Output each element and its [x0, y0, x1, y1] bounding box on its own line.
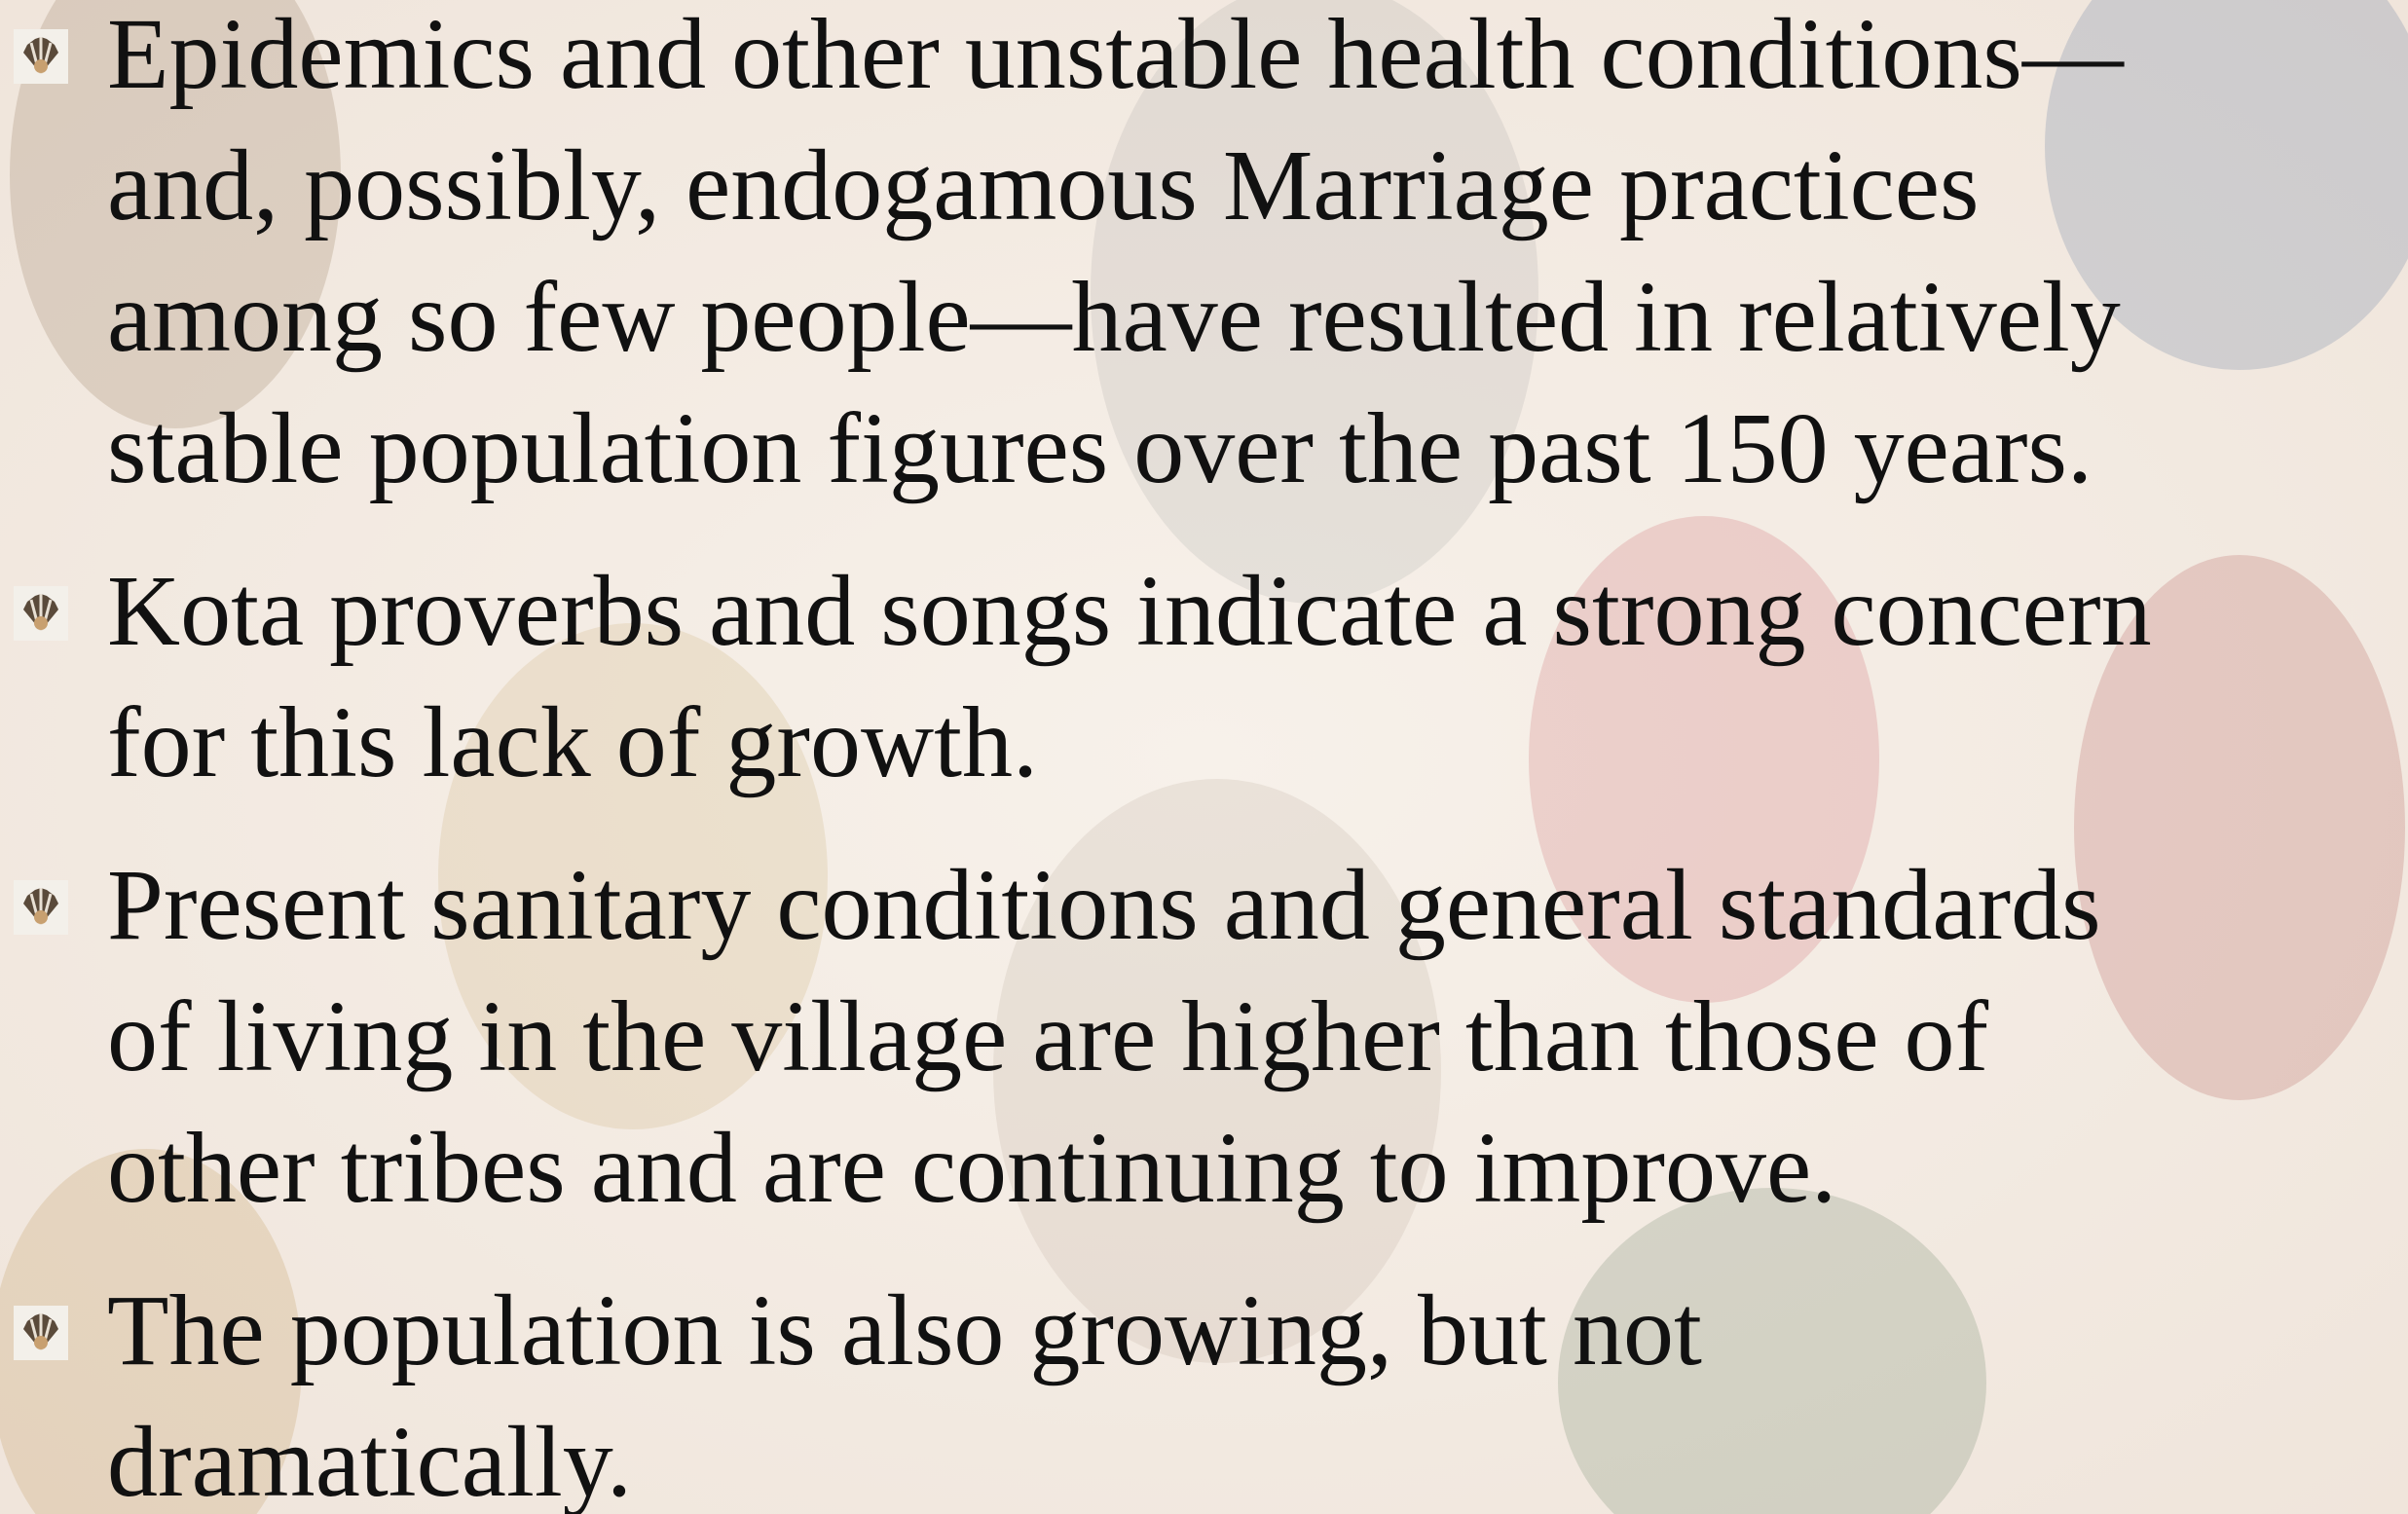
page: Epidemics and other unstable health cond…: [0, 0, 2408, 1514]
bullet-text-line: and, possibly, endogamous Marriage pract…: [107, 129, 1979, 241]
bullet-text-line: other tribes and are continuing to impro…: [107, 1112, 1836, 1224]
bullet-icon: [14, 1306, 68, 1360]
bullet-icon: [14, 586, 68, 641]
bullet-text-line: for this lack of growth.: [107, 686, 1038, 798]
slide: Epidemics and other unstable health cond…: [0, 0, 2408, 1514]
bullet-text-line: stable population figures over the past …: [107, 392, 2093, 504]
bullet-text-line: dramatically.: [107, 1406, 632, 1514]
bullet-icon: [14, 880, 68, 935]
bullet-text-line: Epidemics and other unstable health cond…: [107, 0, 2125, 110]
bullet-text-line: The population is also growing, but not: [107, 1274, 1702, 1386]
bullet-text-line: Present sanitary conditions and general …: [107, 849, 2101, 961]
bullet-text-line: Kota proverbs and songs indicate a stron…: [107, 555, 2152, 667]
bullet-icon: [14, 29, 68, 84]
bullet-text-line: among so few people—have resulted in rel…: [107, 261, 2121, 373]
bullet-text-line: of living in the village are higher than…: [107, 980, 1988, 1092]
bullet-item: Present sanitary conditions and general …: [14, 849, 2101, 1224]
